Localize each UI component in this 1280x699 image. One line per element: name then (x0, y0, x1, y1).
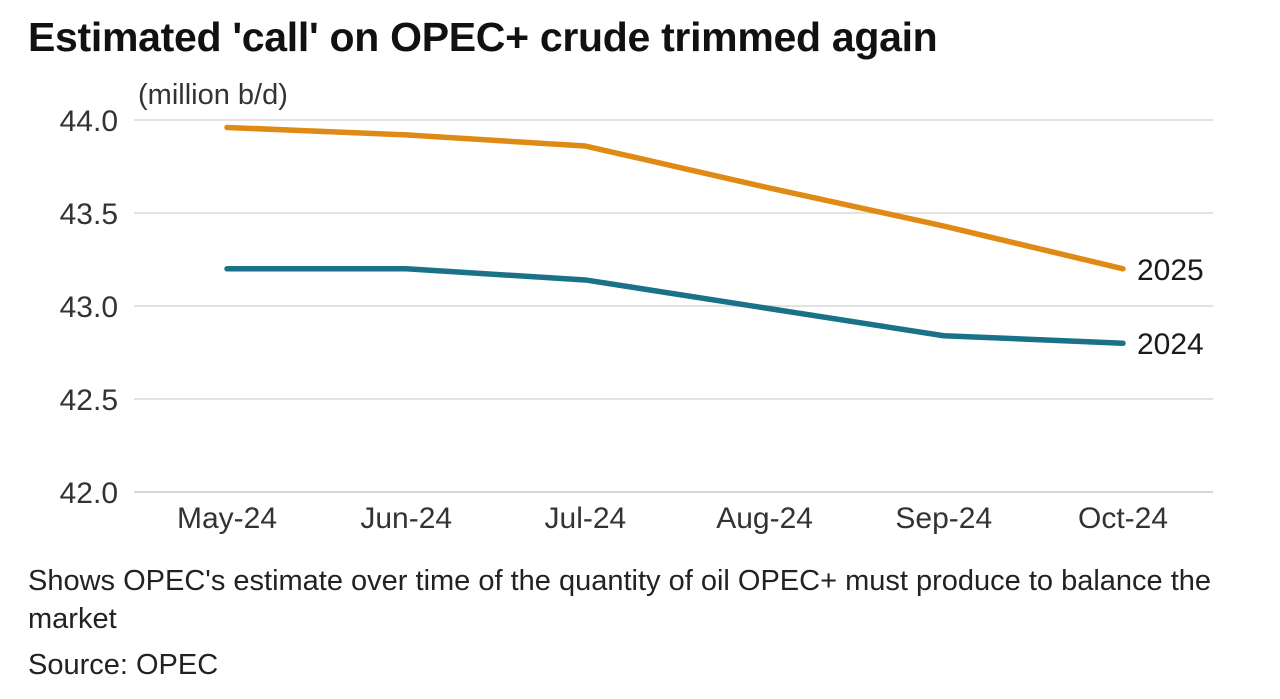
x-tick-label: Jul-24 (545, 502, 627, 535)
chart-source: Source: OPEC (28, 649, 219, 681)
x-tick-label: Oct-24 (1078, 502, 1168, 535)
y-tick-label: 42.5 (60, 384, 118, 417)
y-tick-label: 43.0 (60, 291, 118, 324)
x-tick-label: Aug-24 (716, 502, 813, 535)
chart-footer: Shows OPEC's estimate over time of the q… (28, 562, 1258, 684)
x-axis-ticks: May-24 Jun-24 Jul-24 Aug-24 Sep-24 Oct-24 (177, 502, 1168, 535)
series-end-labels: 2025 2024 (1137, 254, 1204, 361)
y-axis-ticks: 44.0 43.5 43.0 42.5 42.0 (60, 105, 118, 510)
y-axis-unit-label: (million b/d) (138, 79, 288, 111)
x-tick-label: Jun-24 (360, 502, 452, 535)
y-tick-label: 44.0 (60, 105, 118, 138)
y-tick-label: 43.5 (60, 198, 118, 231)
series-lines (224, 124, 1126, 346)
series-line-2025 (224, 124, 1126, 272)
series-line-2024 (224, 266, 1126, 346)
line-chart: (million b/d) 44.0 43.5 43.0 42.5 42.0 May-2… (60, 79, 1213, 535)
series-label-2024: 2024 (1137, 328, 1204, 361)
chart-caption: Shows OPEC's estimate over time of the q… (28, 565, 1212, 635)
grid-lines (134, 119, 1213, 493)
y-tick-label: 42.0 (60, 477, 118, 510)
chart-title: Estimated 'call' on OPEC+ crude trimmed … (28, 14, 938, 60)
series-label-2025: 2025 (1137, 254, 1204, 287)
x-tick-label: May-24 (177, 502, 277, 535)
x-tick-label: Sep-24 (895, 502, 992, 535)
